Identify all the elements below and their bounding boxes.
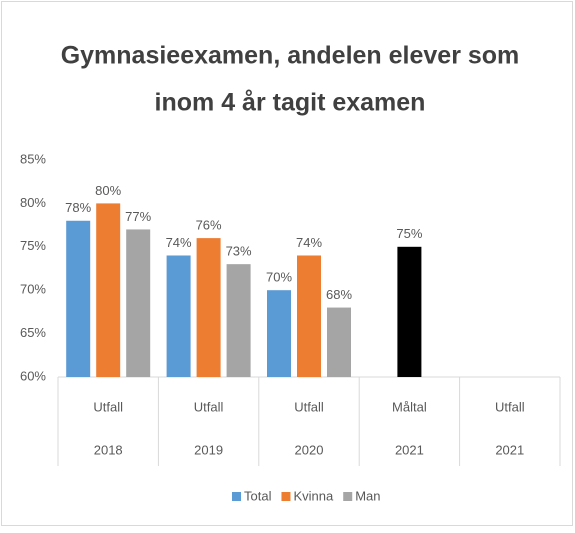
bar <box>267 290 291 377</box>
x-tick-label: Utfall <box>294 399 324 414</box>
chart-title: Gymnasieexamen, andelen elever som <box>61 42 520 70</box>
bar <box>126 229 151 377</box>
data-label: 80% <box>95 183 121 198</box>
legend-swatch <box>343 492 353 501</box>
data-label: 74% <box>296 235 322 250</box>
bar <box>226 264 251 377</box>
x-tick-label: Utfall <box>93 399 123 414</box>
data-label: 77% <box>125 209 151 224</box>
data-label: 70% <box>266 270 292 285</box>
bar <box>96 203 121 377</box>
x-tick-label: Utfall <box>194 399 224 414</box>
x-tick-label-level2: 2019 <box>194 442 223 457</box>
legend-label: Man <box>355 488 380 503</box>
chart-title: inom 4 år tagit examen <box>155 89 426 117</box>
y-tick-label: 70% <box>20 282 46 297</box>
x-tick-label-level2: 2021 <box>395 442 424 457</box>
bar <box>196 238 221 377</box>
legend-label: Total <box>244 488 272 503</box>
x-tick-label-level2: 2021 <box>495 442 524 457</box>
legend-swatch <box>232 492 241 501</box>
data-label: 76% <box>196 218 222 233</box>
data-label: 78% <box>65 200 91 215</box>
y-tick-label: 80% <box>20 195 46 210</box>
data-label: 73% <box>226 244 252 259</box>
y-tick-label: 60% <box>20 368 46 383</box>
x-tick-label-level2: 2020 <box>295 442 324 457</box>
y-tick-label: 65% <box>20 325 46 340</box>
bar <box>327 307 351 377</box>
x-tick-label: Måltal <box>392 399 427 414</box>
y-tick-label: 75% <box>20 238 46 253</box>
data-label: 74% <box>166 235 192 250</box>
bar <box>166 255 191 377</box>
legend-label: Kvinna <box>293 488 334 503</box>
data-label: 68% <box>326 287 352 302</box>
bar <box>297 255 321 377</box>
x-tick-label: Utfall <box>495 399 525 414</box>
bar <box>397 246 422 377</box>
bar <box>66 220 91 377</box>
x-tick-label-level2: 2018 <box>94 442 123 457</box>
data-label: 75% <box>396 226 422 241</box>
legend-swatch <box>281 492 291 501</box>
y-tick-label: 85% <box>20 151 46 166</box>
